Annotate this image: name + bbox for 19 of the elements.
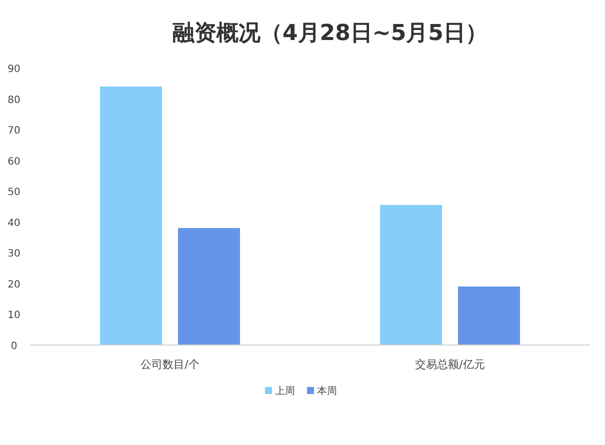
y-tick-label: 20	[8, 279, 20, 290]
y-tick-label: 70	[8, 126, 20, 137]
y-tick-label: 80	[8, 94, 20, 106]
y-tick-label: 10	[8, 310, 20, 322]
bar	[458, 286, 520, 345]
bar	[178, 228, 240, 345]
y-tick-label: 50	[8, 187, 20, 198]
legend-label: 上周	[275, 385, 295, 397]
legend-label: 本周	[317, 385, 337, 397]
x-tick-label: 交易总额/亿元	[415, 358, 485, 371]
y-tick-label: 90	[8, 64, 20, 75]
y-tick-label: 30	[8, 248, 20, 260]
bar	[100, 86, 162, 345]
y-tick-label: 0	[10, 341, 18, 352]
y-tick-label: 40	[8, 218, 20, 229]
chart-title: 融资概况（4月28日~5月5日）	[172, 21, 488, 46]
bar	[380, 204, 442, 345]
x-tick-label: 公司数目/个	[140, 358, 200, 371]
y-tick-label: 60	[8, 156, 20, 168]
